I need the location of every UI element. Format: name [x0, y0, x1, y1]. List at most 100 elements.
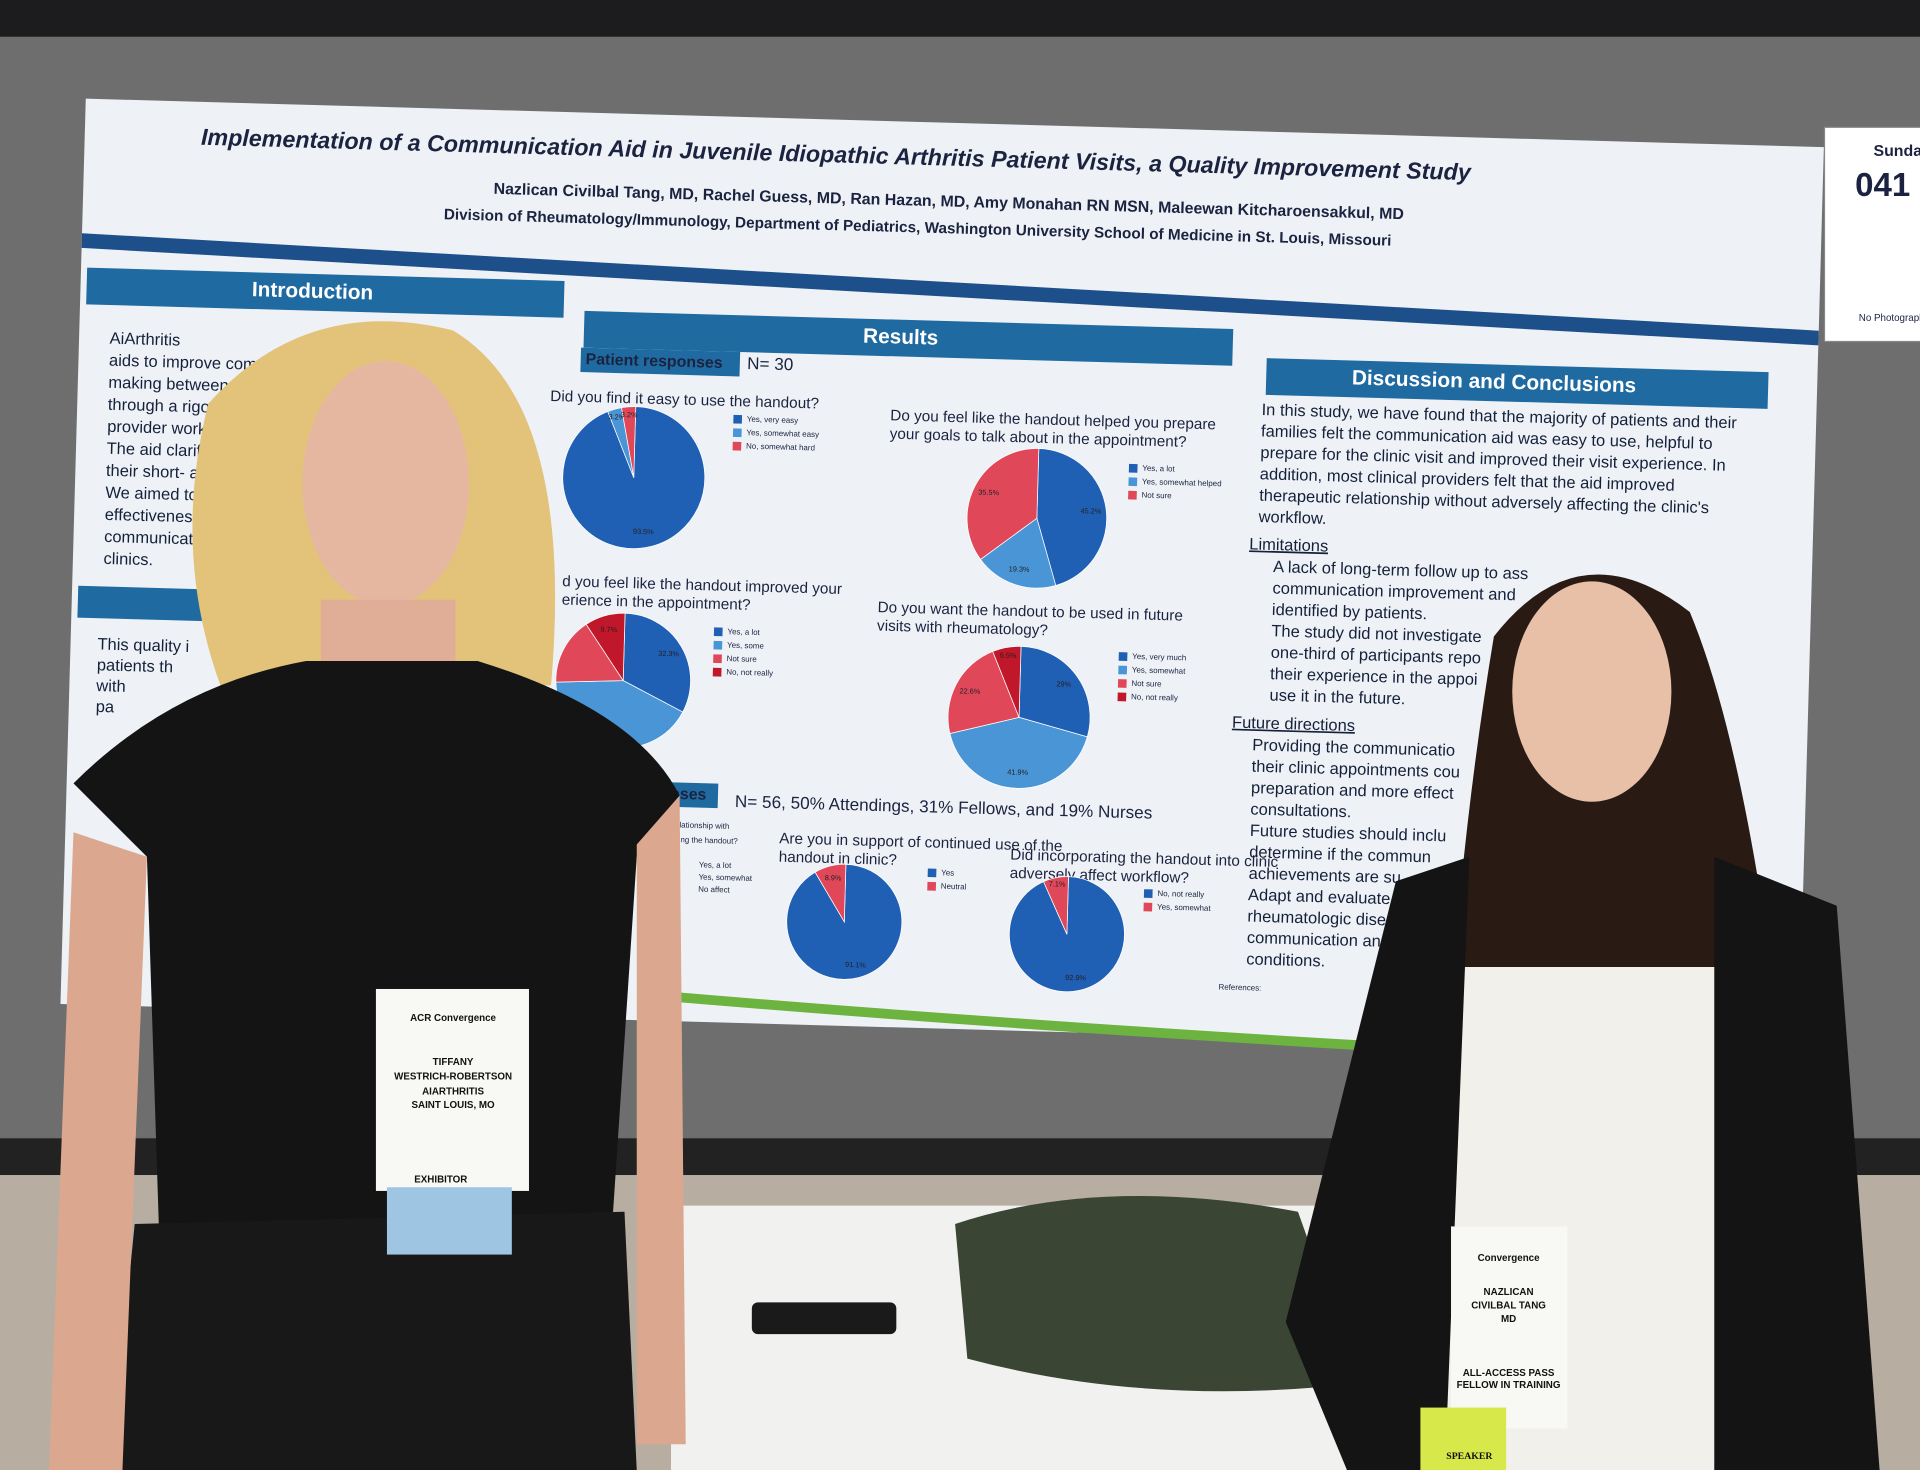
- pie-slice: [585, 612, 626, 682]
- badge-last: WESTRICH-ROBERTSON: [394, 1072, 512, 1083]
- intro-line: making between JIA: [108, 373, 257, 396]
- pie-value-label: 45.2%: [1080, 506, 1102, 516]
- pie-value-label: 6.5%: [1000, 651, 1017, 660]
- discussion-line: workflow.: [1257, 507, 1326, 528]
- intro-line: clinics.: [103, 549, 153, 569]
- pie-slice: [621, 406, 637, 478]
- pie-value-label: 32.3%: [658, 649, 680, 659]
- future-line: rheumatologic dise: [1247, 907, 1386, 930]
- intro-line: We aimed to ev: [105, 483, 221, 505]
- intro-header: [86, 267, 565, 318]
- person-right: Convergence NAZLICAN CIVILBAL TANG MD AL…: [1285, 574, 1880, 1470]
- pie-value-label: 41.9%: [1007, 767, 1029, 777]
- sign: Sunda 041 No Photograph: [1823, 126, 1920, 343]
- pie-value-label: 8.9%: [825, 873, 842, 882]
- methods-line: pa: [95, 697, 115, 717]
- blazer: [1285, 856, 1470, 1470]
- legend-swatch: [927, 881, 937, 891]
- phone: [751, 1302, 897, 1335]
- legend-swatch: [1118, 665, 1128, 675]
- partial-question: eutic relationship with: [653, 820, 729, 831]
- pie-value-label: 22.6%: [959, 686, 981, 696]
- pie-value-label: 7.1%: [1049, 879, 1066, 888]
- legend-swatch: [927, 868, 937, 878]
- arm: [48, 832, 147, 1470]
- methods-line: with: [95, 676, 126, 696]
- legend-label: Yes, very easy: [747, 415, 799, 425]
- badge-city: SAINT LOUIS, MO: [411, 1100, 495, 1111]
- poster-footer: [648, 989, 1358, 1051]
- legend-label: Yes, somewhat helped: [1142, 477, 1222, 488]
- arm: [636, 795, 686, 1445]
- future-heading: Future directions: [1232, 713, 1356, 735]
- pie-value-label: 9.7%: [600, 625, 617, 634]
- legend-swatch: [1117, 692, 1127, 702]
- intro-line: effectiveness o: [105, 505, 215, 527]
- pie-value-label: 92.9%: [1065, 973, 1087, 983]
- methods-line: patients th: [97, 655, 174, 676]
- pie-value-label: 3.2%: [621, 410, 638, 419]
- pie-value-label: 3.2%: [608, 412, 625, 421]
- badge-role: EXHIBITOR: [414, 1175, 467, 1186]
- pie-value-label: 29%: [1056, 679, 1071, 688]
- limitations-line: use it in the future.: [1269, 686, 1405, 709]
- ribbon: [1420, 1407, 1507, 1470]
- pie-slice: [980, 517, 1057, 589]
- patient-label: Patient responses: [585, 351, 723, 372]
- discussion-header: [1265, 358, 1769, 409]
- patient-label-box: [580, 347, 741, 377]
- badge-role: SPEAKER: [1446, 1451, 1493, 1462]
- legend-swatch: [713, 640, 723, 650]
- future-line: consultations.: [1250, 799, 1352, 821]
- legend-label: Yes, very much: [1132, 652, 1186, 663]
- legend-label: Yes, somewhat: [1157, 902, 1212, 913]
- ribbon: [386, 1187, 512, 1255]
- sign-day: Sunda: [1873, 143, 1920, 160]
- legend-swatch: [732, 428, 742, 438]
- jacket: [955, 1196, 1360, 1392]
- legend-label: Not sure: [1142, 491, 1173, 501]
- intro-line: communicatio: [104, 527, 206, 549]
- legend-label: No, not really: [1157, 889, 1204, 899]
- pie-value-label: 35.5%: [978, 488, 1000, 498]
- pie-slice: [1043, 876, 1069, 935]
- pie-slice: [992, 646, 1022, 718]
- partial-legend: No affect: [698, 885, 731, 895]
- poster-band: [81, 233, 1819, 346]
- legend-label: Yes, somewhat: [1132, 665, 1187, 676]
- legend-label: Yes, some: [727, 641, 765, 651]
- future-line: achievements are su: [1248, 864, 1401, 887]
- intro-line: aids to improve comm: [109, 351, 271, 374]
- pie-slice: [949, 716, 1088, 789]
- pie-slice: [966, 448, 1040, 560]
- partial-legend: Yes, somewhat: [698, 872, 753, 883]
- intro-heading: Introduction: [252, 278, 374, 304]
- references-heading: References:: [1218, 982, 1261, 992]
- sign-note: No Photograph: [1859, 313, 1920, 324]
- legend-swatch: [733, 414, 743, 424]
- pie-value-label: 93.5%: [633, 527, 655, 537]
- badge-first: TIFFANY: [433, 1057, 474, 1068]
- badge-degree: MD: [1501, 1314, 1516, 1325]
- methods-line: This quality i: [97, 634, 189, 656]
- pie-value-label: 19.3%: [1009, 564, 1031, 574]
- sign-card: [1823, 126, 1920, 343]
- partial-legend: Yes, a lot: [699, 860, 732, 870]
- future-line: communication and: [1247, 928, 1391, 951]
- legend-label: Not sure: [727, 654, 758, 664]
- legend-swatch: [1143, 889, 1153, 898]
- badge: [375, 988, 529, 1191]
- legend-swatch: [1143, 902, 1153, 912]
- future-line: Adapt and evaluate: [1248, 885, 1391, 908]
- legend-swatch: [713, 627, 723, 637]
- badge-event: Convergence: [1478, 1253, 1541, 1264]
- badge-first: NAZLICAN: [1484, 1287, 1534, 1298]
- legend-label: Not sure: [1131, 679, 1162, 689]
- blazer: [1714, 856, 1880, 1470]
- legend-swatch: [713, 654, 722, 664]
- results-heading: Results: [863, 325, 939, 350]
- legend-label: Yes, a lot: [1142, 464, 1175, 474]
- pie-question: visits with rheumatology?: [877, 617, 1048, 639]
